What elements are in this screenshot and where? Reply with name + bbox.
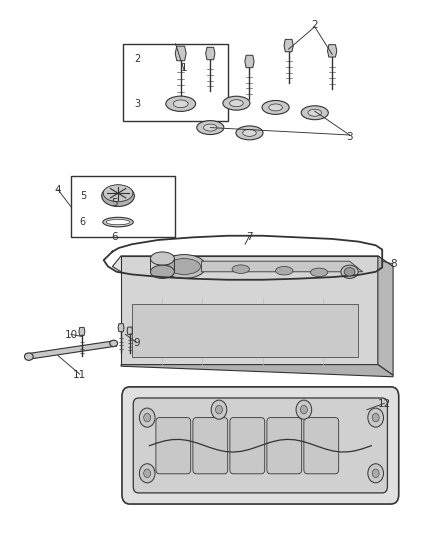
Ellipse shape [103,217,133,227]
Bar [71,176,176,237]
FancyBboxPatch shape [193,418,228,474]
Ellipse shape [197,120,224,134]
Polygon shape [201,261,363,272]
Text: 8: 8 [390,259,396,269]
FancyBboxPatch shape [122,387,399,504]
Bar [123,44,228,120]
Polygon shape [130,397,391,495]
FancyBboxPatch shape [156,418,191,474]
FancyBboxPatch shape [304,418,339,474]
FancyBboxPatch shape [133,398,388,493]
Ellipse shape [232,265,250,273]
Circle shape [139,464,155,483]
Ellipse shape [301,106,328,120]
Ellipse shape [223,96,250,110]
FancyBboxPatch shape [230,418,265,474]
Ellipse shape [269,104,283,111]
Ellipse shape [262,101,289,115]
Circle shape [300,406,307,414]
Polygon shape [121,256,378,365]
Circle shape [215,406,223,414]
Ellipse shape [110,340,117,346]
Text: 2: 2 [311,20,318,30]
Polygon shape [284,39,293,52]
Text: 7: 7 [246,232,253,243]
Text: 6: 6 [111,232,118,243]
Ellipse shape [150,265,174,278]
Text: 3: 3 [346,132,353,142]
Circle shape [368,464,384,483]
Ellipse shape [103,185,133,201]
Text: 6: 6 [80,217,86,227]
Ellipse shape [236,126,263,140]
Text: 10: 10 [64,330,78,341]
Polygon shape [127,327,133,334]
Polygon shape [79,327,85,335]
Polygon shape [378,256,393,375]
Polygon shape [205,47,215,60]
Ellipse shape [150,252,174,265]
Text: 5: 5 [80,191,86,201]
Circle shape [211,400,227,419]
Polygon shape [25,341,117,359]
Text: 1: 1 [181,63,187,72]
Ellipse shape [204,124,217,131]
Polygon shape [245,55,254,68]
Ellipse shape [168,259,201,274]
Bar [132,304,358,357]
Circle shape [144,414,151,422]
Text: 11: 11 [73,370,86,380]
Polygon shape [175,46,186,61]
Circle shape [372,469,379,478]
Ellipse shape [102,185,134,206]
Ellipse shape [173,100,188,108]
Text: 2: 2 [134,54,141,64]
Text: 4: 4 [55,184,61,195]
Ellipse shape [341,265,358,278]
Text: 5: 5 [111,198,118,208]
Ellipse shape [230,100,243,107]
Polygon shape [118,324,124,332]
Text: 3: 3 [134,99,140,109]
Polygon shape [113,256,393,277]
Ellipse shape [276,266,293,275]
Polygon shape [121,365,393,377]
Polygon shape [328,45,337,57]
Ellipse shape [25,353,33,360]
Ellipse shape [311,268,328,277]
Text: 9: 9 [133,338,140,349]
Text: 12: 12 [378,399,391,409]
Ellipse shape [344,268,355,276]
FancyBboxPatch shape [267,418,302,474]
Ellipse shape [166,96,196,111]
Circle shape [296,400,312,419]
Ellipse shape [162,255,206,278]
Circle shape [144,469,151,478]
Circle shape [139,408,155,427]
Ellipse shape [243,130,256,136]
Circle shape [368,408,384,427]
Ellipse shape [308,109,321,116]
Circle shape [372,414,379,422]
Ellipse shape [106,220,130,225]
